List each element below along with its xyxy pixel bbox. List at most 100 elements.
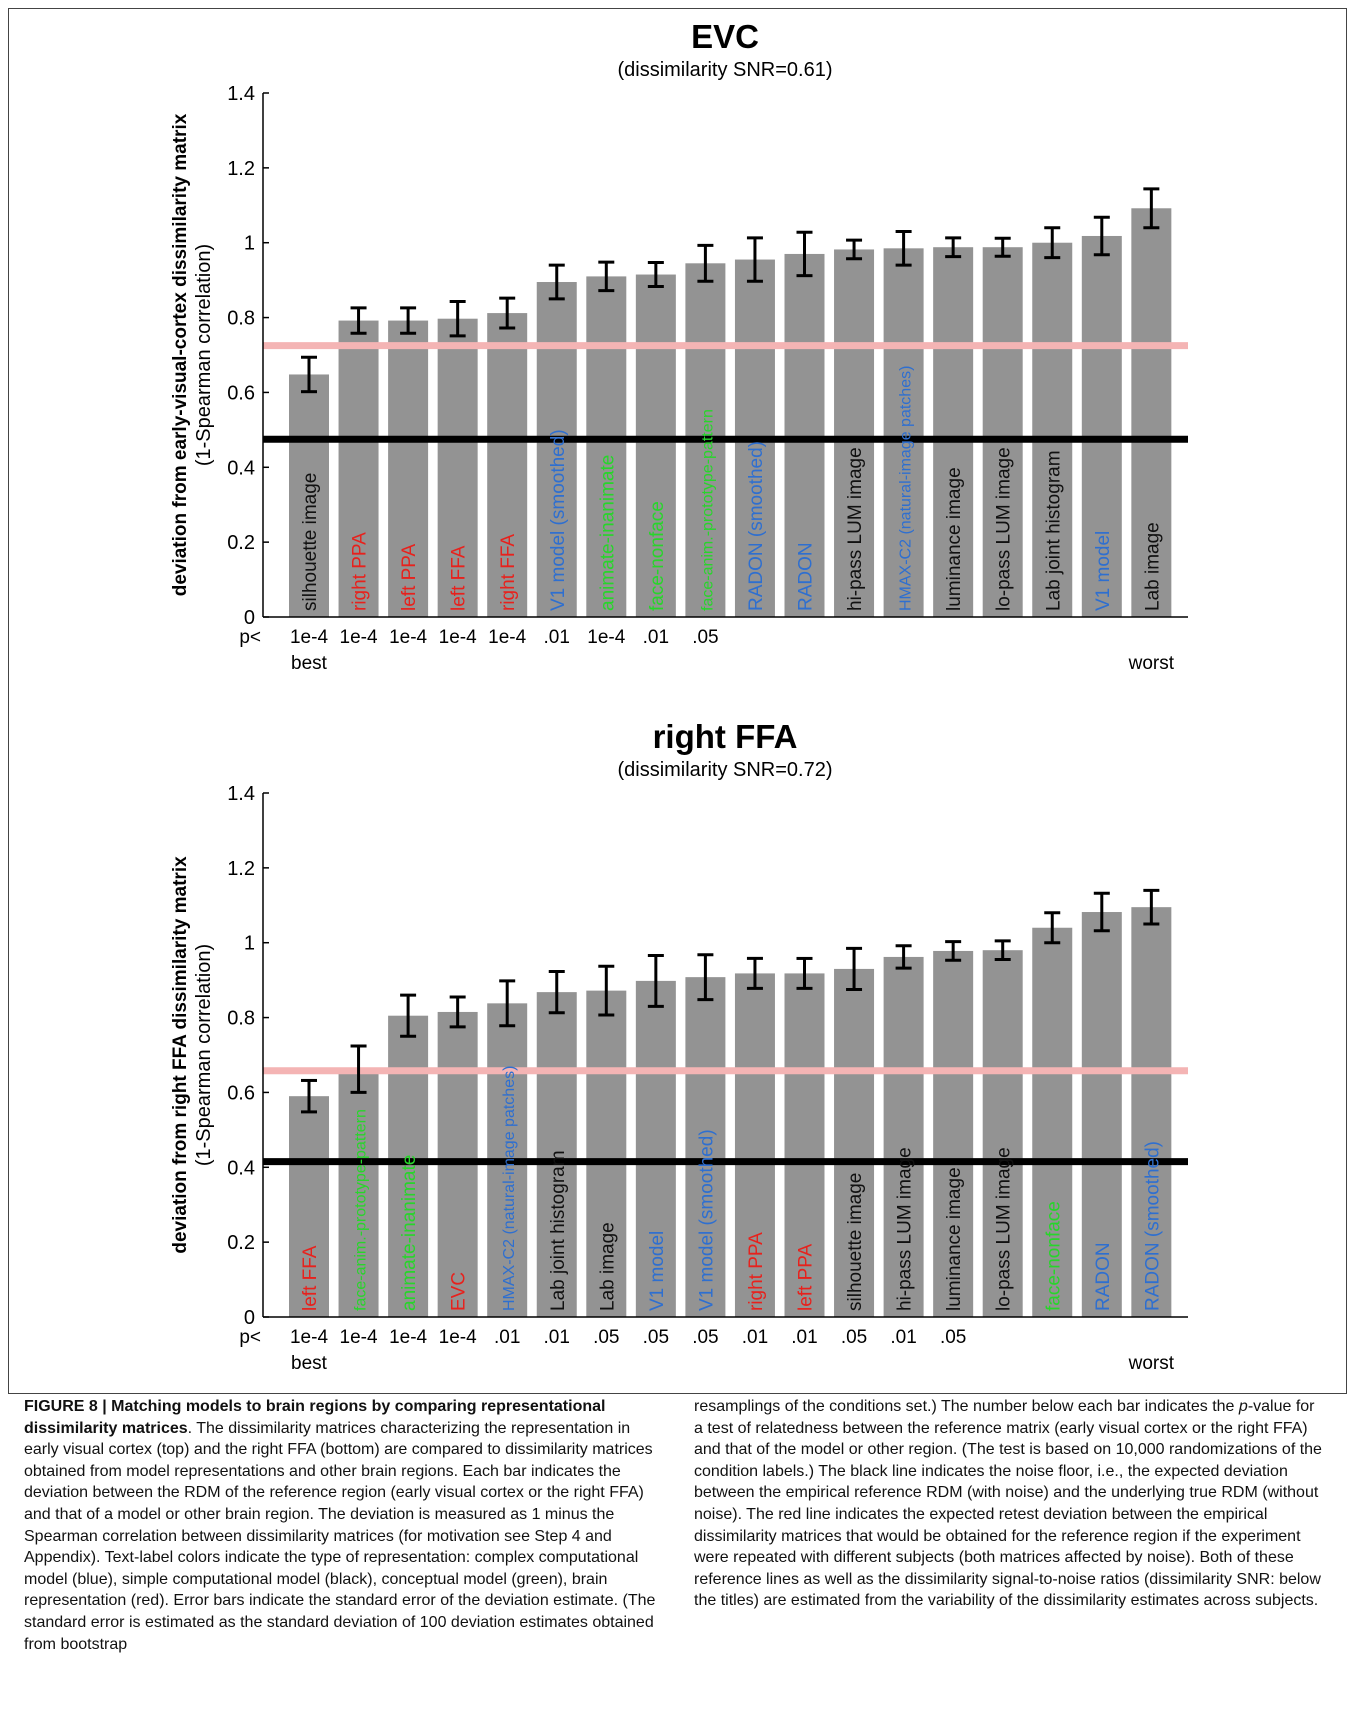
ffa-y-tick-label: 0.4 (227, 1157, 255, 1179)
ffa-chart-title: right FFA (653, 718, 798, 755)
evc-p-value: .05 (692, 627, 718, 648)
evc-p-value: 1e-4 (488, 627, 526, 648)
evc-bar (1131, 208, 1172, 617)
ffa-bar (388, 1015, 429, 1317)
caption-right-text-b: -value for a test of relatedness between… (694, 1398, 1322, 1610)
evc-worst-label: worst (1128, 653, 1175, 674)
evc-bar-label: left FFA (449, 545, 470, 611)
evc-y-tick-label: 0.6 (227, 382, 255, 404)
evc-bar-label: Lab joint histogram (1043, 450, 1064, 611)
ffa-bar-label: V1 model (647, 1231, 668, 1311)
evc-bar-chart: EVC (dissimilarity SNR=0.61) deviation fro… (170, 18, 1188, 674)
ffa-p-value: .05 (841, 1327, 867, 1348)
ffa-chart-subtitle: (dissimilarity SNR=0.72) (617, 759, 832, 781)
ffa-bar (289, 1096, 329, 1317)
ffa-bar (338, 1069, 379, 1317)
evc-bar (437, 318, 478, 617)
evc-bar-label: left PPA (399, 543, 420, 611)
evc-y-tick-label: 0.8 (227, 308, 255, 330)
ffa-bar-label: face-nonface (1043, 1201, 1064, 1311)
evc-bar (933, 247, 974, 617)
evc-bar (586, 276, 627, 617)
evc-bar-label: V1 model (smoothed) (548, 429, 569, 611)
caption-left-text: . The dissimilarity matrices characteriz… (24, 1419, 656, 1653)
ffa-y-axis-sublabel: (1-Spearman correlation) (193, 944, 215, 1166)
evc-p-value: 1e-4 (290, 627, 328, 648)
ffa-bar (586, 990, 627, 1317)
ffa-bar (883, 956, 924, 1317)
caption-right-text-a: resamplings of the conditions set.) The … (694, 1398, 1239, 1415)
evc-p-value: .01 (643, 627, 669, 648)
ffa-p-prefix: p< (239, 1327, 261, 1348)
ffa-bar (734, 973, 775, 1317)
evc-y-tick-label: 1 (244, 233, 255, 255)
evc-bar-label: V1 model (1093, 531, 1114, 611)
evc-p-value: 1e-4 (439, 627, 477, 648)
evc-bar-label: lo-pass LUM image (994, 447, 1015, 611)
evc-y-tick-label: 0.4 (227, 457, 255, 479)
evc-bar (536, 282, 577, 617)
ffa-bar-label: EVC (449, 1272, 470, 1311)
ffa-y-tick-label: 0.8 (227, 1008, 255, 1030)
ffa-bar-label: face-anim.-prototype-pattern (353, 1109, 370, 1311)
ffa-y-tick-label: 0.2 (227, 1232, 255, 1254)
evc-bar (784, 253, 825, 617)
ffa-p-value: .01 (544, 1327, 570, 1348)
ffa-p-value: .05 (940, 1327, 966, 1348)
ffa-bar (784, 973, 825, 1317)
evc-bar-label: RADON (smoothed) (746, 441, 767, 611)
evc-bar (982, 247, 1023, 617)
evc-y-axis-label: deviation from early-visual-cortex dissi… (170, 113, 191, 596)
ffa-p-value: .01 (890, 1327, 916, 1348)
evc-bar-label: face-nonface (647, 501, 668, 611)
ffa-bar-label: Lab joint histogram (548, 1150, 569, 1311)
caption-heading: FIGURE 8 | Matching models to brain regi… (24, 1398, 606, 1437)
evc-bar-label: Lab image (1142, 522, 1163, 611)
ffa-bar (1131, 907, 1172, 1317)
evc-bar (487, 313, 528, 617)
evc-bar (1081, 235, 1122, 617)
ffa-bar (1081, 912, 1122, 1317)
evc-p-prefix: p< (239, 627, 261, 648)
ffa-bar (982, 950, 1023, 1317)
ffa-p-value: .05 (593, 1327, 619, 1348)
ffa-p-value: .01 (742, 1327, 768, 1348)
ffa-p-value: .01 (494, 1327, 520, 1348)
ffa-bar-label: RADON (smoothed) (1142, 1141, 1163, 1311)
evc-p-value: 1e-4 (340, 627, 378, 648)
ffa-p-value: 1e-4 (290, 1327, 328, 1348)
evc-bar-label: right FFA (498, 534, 519, 611)
evc-bar (338, 320, 379, 617)
ffa-bar-label: right PPA (746, 1232, 767, 1311)
evc-y-tick-label: 1.2 (227, 158, 255, 180)
evc-p-value: 1e-4 (389, 627, 427, 648)
ffa-bar (834, 968, 875, 1317)
evc-bar-label: RADON (796, 542, 817, 611)
figure-frame (8, 8, 1347, 1394)
ffa-y-tick-label: 1.4 (227, 783, 255, 805)
evc-y-tick-label: 0 (244, 607, 255, 629)
caption-p-italic: p (1238, 1398, 1248, 1415)
evc-bar-label: face-anim.-prototype-pattern (699, 409, 716, 611)
evc-bar-label: luminance image (944, 467, 965, 611)
ffa-bar-label: left PPA (796, 1243, 817, 1311)
ffa-bar (1032, 927, 1073, 1317)
evc-bar-label: right PPA (350, 532, 371, 611)
evc-best-label: best (291, 653, 328, 674)
evc-bar-label: HMAX-C2 (natural-image patches) (898, 366, 915, 611)
ffa-p-value: .05 (692, 1327, 718, 1348)
ffa-worst-label: worst (1128, 1353, 1175, 1374)
ffa-y-tick-label: 1.2 (227, 858, 255, 880)
right-ffa-bar-chart: right FFA (dissimilarity SNR=0.72) deviati… (170, 718, 1188, 1374)
ffa-p-value: 1e-4 (389, 1327, 427, 1348)
evc-bar (289, 374, 329, 617)
ffa-best-label: best (291, 1353, 328, 1374)
evc-bar-label: animate-inanimate (597, 455, 618, 611)
ffa-p-value: .05 (643, 1327, 669, 1348)
evc-bar-label: silhouette image (300, 473, 321, 611)
ffa-bar (685, 977, 726, 1317)
ffa-y-tick-label: 0.6 (227, 1082, 255, 1104)
ffa-bar-label: HMAX-C2 (natural-image patches) (501, 1066, 518, 1311)
evc-p-value: .01 (544, 627, 570, 648)
evc-y-tick-label: 1.4 (227, 83, 255, 105)
